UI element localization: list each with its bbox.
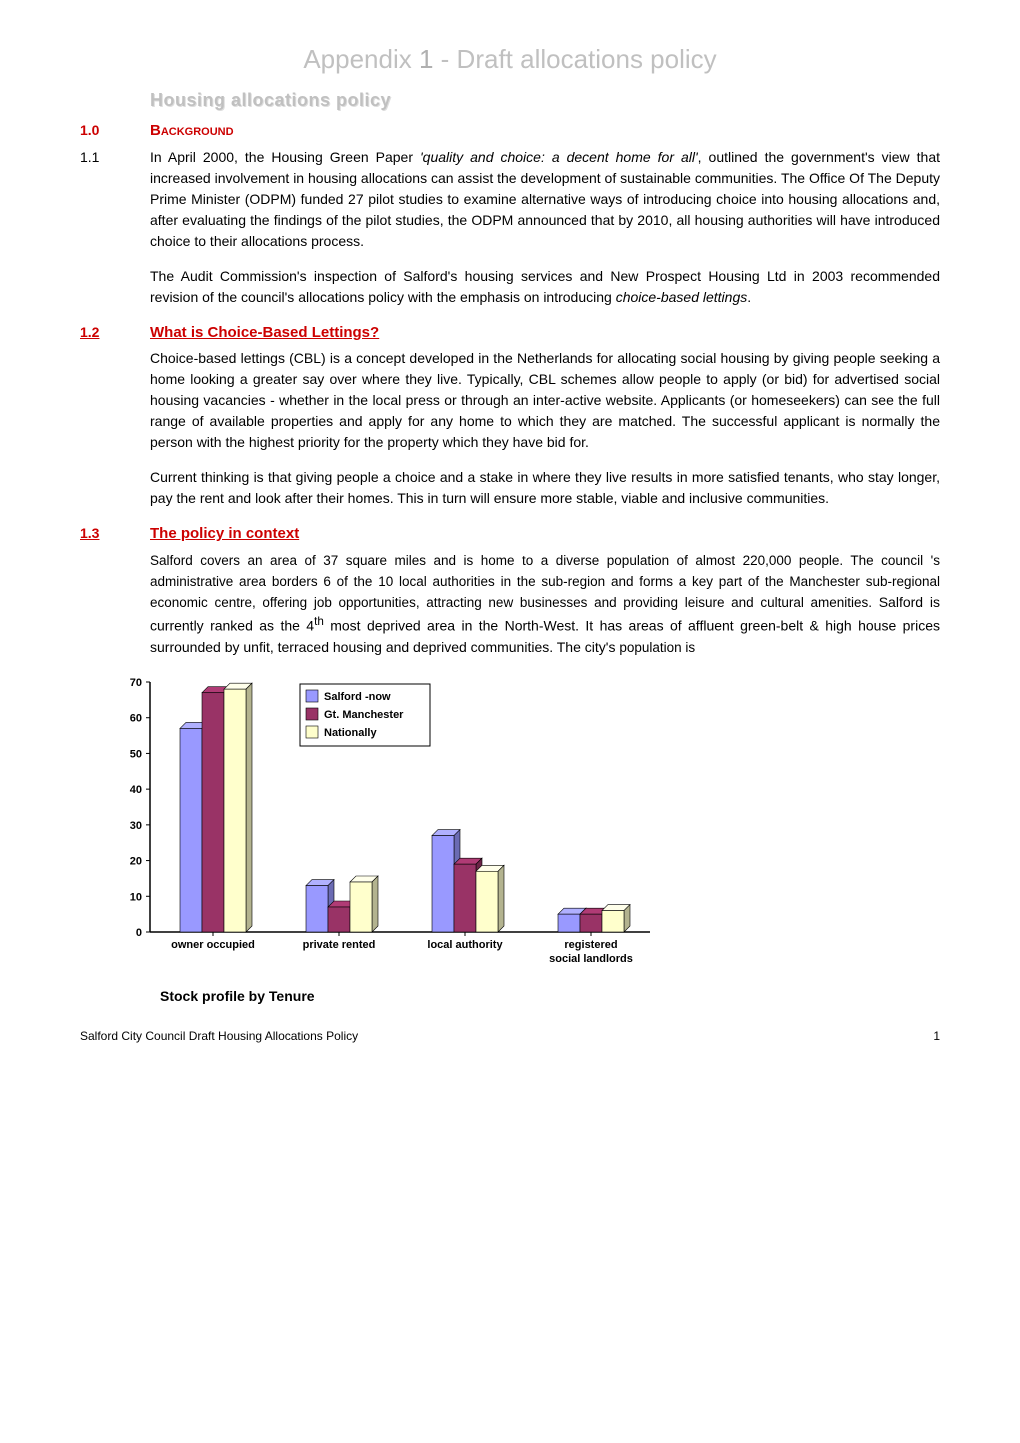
section-1-0: 1.0 Background [80, 120, 940, 143]
para-1-2: Choice-based lettings (CBL) is a concept… [150, 348, 940, 453]
svg-text:60: 60 [130, 713, 142, 725]
section-1-3: 1.3 The policy in context [80, 523, 940, 546]
text-italic: choice-based lettings [616, 289, 748, 305]
appendix-suffix: - Draft allocations policy [433, 44, 716, 74]
text-d: population is [619, 640, 695, 655]
doc-subtitle: Housing allocations policy [150, 87, 940, 114]
appendix-title: Appendix 1 - Draft allocations policy [80, 40, 940, 79]
svg-text:50: 50 [130, 749, 142, 761]
text-b: . [747, 289, 751, 305]
footer-left: Salford City Council Draft Housing Alloc… [80, 1027, 358, 1045]
svg-text:40: 40 [130, 784, 142, 796]
appendix-num: 1 [419, 44, 433, 74]
svg-text:registered: registered [564, 939, 617, 951]
svg-text:Nationally: Nationally [324, 727, 377, 739]
section-num: 1.2 [80, 322, 150, 345]
section-heading: The policy in context [150, 523, 299, 546]
chart-container: 0 10 20 30 40 50 60 70 owner occupied private ren… [100, 672, 940, 1007]
section-heading: What is Choice-Based Lettings? [150, 322, 379, 345]
svg-text:70: 70 [130, 677, 142, 689]
para-1-2-p2: Current thinking is that giving people a… [150, 467, 940, 509]
text-a: In April 2000, the Housing Green Paper [150, 149, 420, 165]
para-1-3: Salford covers an area of 37 square mile… [150, 550, 940, 659]
svg-text:social landlords: social landlords [549, 953, 633, 965]
svg-text:owner occupied: owner occupied [171, 939, 255, 951]
section-num: 1.0 [80, 120, 150, 143]
svg-text:local authority: local authority [427, 939, 503, 951]
appendix-prefix: Appendix [303, 44, 419, 74]
chart-caption: Stock profile by Tenure [160, 986, 940, 1007]
text-a: Salford covers an area of 37 square mile… [150, 553, 940, 611]
svg-text:10: 10 [130, 891, 142, 903]
svg-text:private rented: private rented [303, 939, 376, 951]
svg-text:20: 20 [130, 856, 142, 868]
section-1-2: 1.2 What is Choice-Based Lettings? [80, 322, 940, 345]
svg-text:30: 30 [130, 820, 142, 832]
text-a: The Audit Commission's inspection of Sal… [150, 268, 940, 305]
section-heading: Background [150, 120, 234, 143]
para-num: 1.1 [80, 147, 150, 252]
text-sup: th [314, 615, 324, 628]
svg-text:Gt. Manchester: Gt. Manchester [324, 709, 404, 721]
para-text: In April 2000, the Housing Green Paper '… [150, 147, 940, 252]
footer-right: 1 [933, 1027, 940, 1045]
para-1-1: 1.1 In April 2000, the Housing Green Pap… [80, 147, 940, 252]
svg-text:0: 0 [136, 927, 142, 939]
section-num: 1.3 [80, 523, 150, 546]
stock-profile-chart: 0 10 20 30 40 50 60 70 owner occupied private ren… [100, 672, 660, 982]
svg-text:Salford -now: Salford -now [324, 691, 391, 703]
page-footer: Salford City Council Draft Housing Alloc… [80, 1027, 940, 1045]
text-italic: 'quality and choice: a decent home for a… [420, 149, 698, 165]
para-1-1-p2: The Audit Commission's inspection of Sal… [150, 266, 940, 308]
